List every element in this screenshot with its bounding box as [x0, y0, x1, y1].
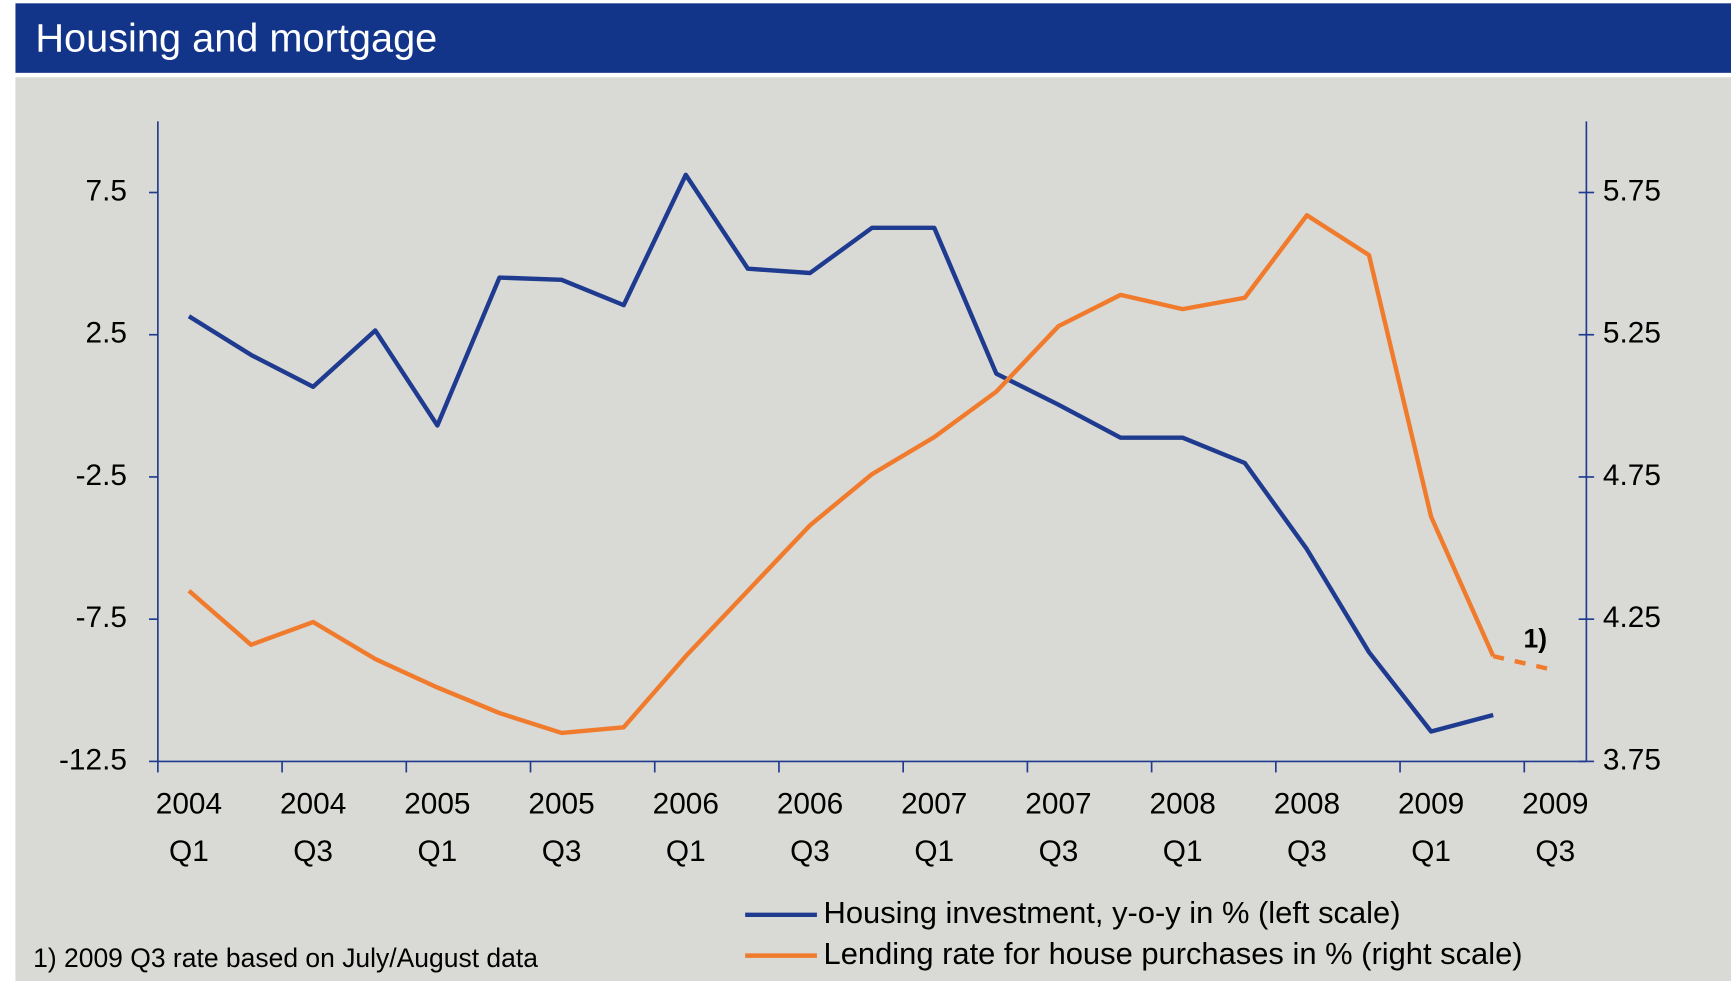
- chart-title: Housing and mortgage: [35, 16, 437, 60]
- x-tick-label: 2004 Q3: [280, 787, 346, 867]
- y2-tick-label: 3.75: [1603, 743, 1661, 776]
- x-tick-label: 2005 Q1: [404, 787, 470, 867]
- series-line: [187, 213, 1496, 736]
- y2-tick-label: 4.25: [1603, 601, 1661, 634]
- x-tick-label: 2008 Q3: [1274, 787, 1340, 867]
- legend-label: Housing investment, y-o-y in % (left sca…: [824, 895, 1401, 930]
- legend-label: Lending rate for house purchases in % (r…: [824, 936, 1523, 971]
- y-tick-label: 2.5: [86, 317, 127, 350]
- y-tick-label: 7.5: [86, 174, 127, 207]
- y-tick-label: -12.5: [59, 743, 127, 776]
- y-tick-label: -2.5: [76, 459, 127, 492]
- x-tick-label: 2009 Q1: [1398, 787, 1464, 867]
- x-tick-label: 2005 Q3: [528, 787, 594, 867]
- x-tick-label: 2007 Q1: [901, 787, 967, 867]
- x-tick-label: 2009 Q3: [1522, 787, 1588, 867]
- y2-tick-label: 4.75: [1603, 459, 1661, 492]
- x-tick-label: 2008 Q1: [1150, 787, 1216, 867]
- x-tick-label: 2006 Q3: [777, 787, 843, 867]
- x-tick-label: 2006 Q1: [653, 787, 719, 867]
- title-banner: [15, 3, 1731, 73]
- series-line: [187, 172, 1494, 734]
- footnote: 1) 2009 Q3 rate based on July/August dat…: [33, 943, 538, 973]
- y2-tick-label: 5.75: [1603, 174, 1661, 207]
- y2-tick-label: 5.25: [1603, 317, 1661, 350]
- x-tick-label: 2007 Q3: [1025, 787, 1091, 867]
- plot-background: [15, 77, 1731, 981]
- series-line-dashed: [1492, 654, 1556, 673]
- y-tick-label: -7.5: [76, 601, 127, 634]
- x-tick-label: 2004 Q1: [156, 787, 222, 867]
- annotation: 1): [1524, 624, 1548, 654]
